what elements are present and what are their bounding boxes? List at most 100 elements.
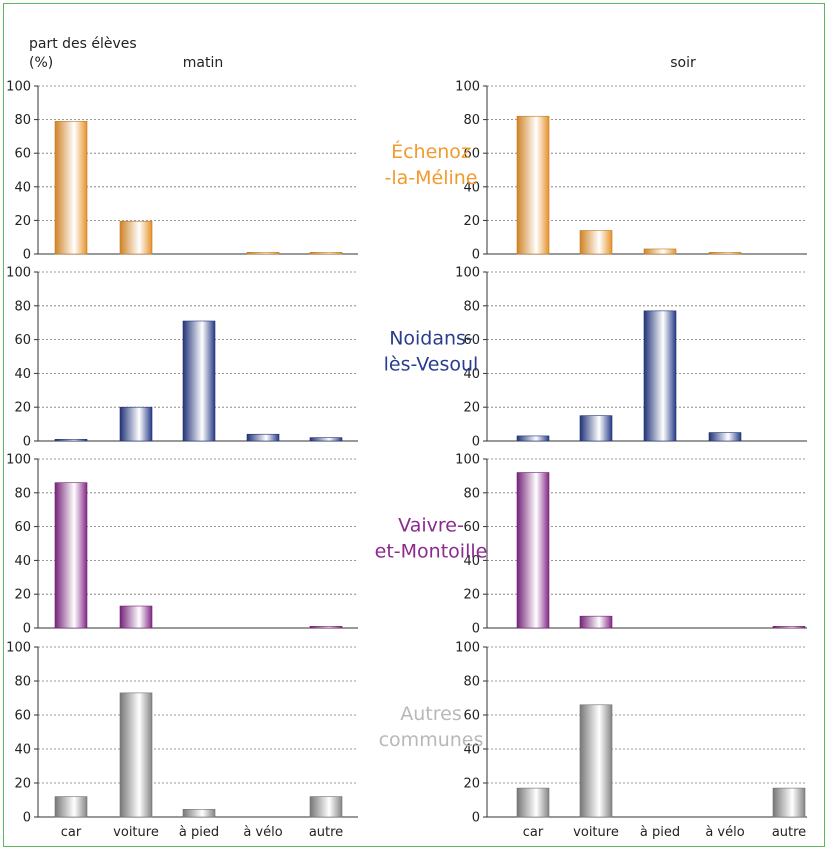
x-tick-label: à vélo bbox=[243, 825, 282, 840]
x-tick-label: à vélo bbox=[705, 825, 744, 840]
y-tick-label-40: 40 bbox=[14, 743, 31, 758]
y-tick-label-40: 40 bbox=[463, 743, 480, 758]
y-tick-label-100: 100 bbox=[6, 266, 31, 281]
y-tick-label-100: 100 bbox=[455, 641, 480, 656]
row-label-line2: -la-Méline bbox=[384, 167, 477, 189]
column-title-matin: matin bbox=[183, 55, 223, 71]
y-tick-label-80: 80 bbox=[463, 299, 480, 314]
y-tick-label-40: 40 bbox=[14, 367, 31, 382]
y-tick-label-60: 60 bbox=[14, 147, 31, 162]
chart-frame bbox=[3, 3, 825, 847]
y-tick-label-60: 60 bbox=[463, 709, 480, 724]
y-tick-label-0: 0 bbox=[472, 622, 480, 637]
y-tick-label-80: 80 bbox=[14, 299, 31, 314]
y-tick-label-0: 0 bbox=[23, 622, 31, 637]
y-tick-label-80: 80 bbox=[14, 113, 31, 128]
y-tick-label-60: 60 bbox=[14, 709, 31, 724]
y-tick-label-0: 0 bbox=[23, 435, 31, 450]
y-tick-label-80: 80 bbox=[14, 675, 31, 690]
x-tick-label: car bbox=[523, 825, 544, 840]
y-tick-label-20: 20 bbox=[463, 401, 480, 416]
row-label-line1: Noidans- bbox=[389, 328, 473, 350]
bar-soir-3-0 bbox=[516, 787, 550, 818]
row-label-line1: Autres bbox=[400, 703, 461, 725]
bar-matin-1-0 bbox=[54, 439, 88, 442]
row-label-line2: et-Montoille bbox=[375, 541, 488, 563]
y-tick-label-80: 80 bbox=[463, 113, 480, 128]
y-tick-label-40: 40 bbox=[463, 554, 480, 569]
bar-matin-1-2 bbox=[182, 320, 216, 442]
bar-matin-3-0 bbox=[54, 796, 88, 818]
y-tick-label-100: 100 bbox=[6, 453, 31, 468]
y-tick-label-60: 60 bbox=[463, 147, 480, 162]
bar-matin-0-3 bbox=[246, 252, 280, 255]
y-tick-label-20: 20 bbox=[14, 588, 31, 603]
y-tick-label-100: 100 bbox=[455, 80, 480, 95]
y-tick-label-0: 0 bbox=[472, 435, 480, 450]
bar-soir-0-2 bbox=[643, 248, 677, 255]
bar-soir-1-3 bbox=[708, 432, 742, 442]
bar-soir-1-0 bbox=[516, 435, 550, 442]
x-tick-label: à pied bbox=[179, 825, 219, 840]
bar-soir-2-4 bbox=[772, 626, 806, 629]
y-tick-label-0: 0 bbox=[472, 248, 480, 263]
y-tick-label-80: 80 bbox=[463, 675, 480, 690]
y-tick-label-0: 0 bbox=[23, 248, 31, 263]
x-tick-label: car bbox=[61, 825, 82, 840]
row-label-line1: Vaivre- bbox=[398, 515, 464, 537]
y-axis-title-line2: (%) bbox=[29, 55, 53, 71]
y-tick-label-20: 20 bbox=[14, 401, 31, 416]
bar-matin-1-4 bbox=[309, 437, 343, 442]
y-tick-label-0: 0 bbox=[23, 811, 31, 826]
y-tick-label-20: 20 bbox=[463, 588, 480, 603]
y-tick-label-60: 60 bbox=[463, 520, 480, 535]
row-label-line2: lès-Vesoul bbox=[384, 354, 479, 376]
y-tick-label-20: 20 bbox=[463, 214, 480, 229]
y-tick-label-20: 20 bbox=[14, 214, 31, 229]
y-tick-label-100: 100 bbox=[455, 266, 480, 281]
bar-matin-2-0 bbox=[54, 482, 88, 629]
y-tick-label-80: 80 bbox=[463, 486, 480, 501]
y-tick-label-0: 0 bbox=[472, 811, 480, 826]
y-tick-label-100: 100 bbox=[455, 453, 480, 468]
y-tick-label-40: 40 bbox=[14, 554, 31, 569]
bar-soir-0-1 bbox=[579, 230, 613, 255]
row-label-line1: Échenoz bbox=[391, 140, 471, 163]
bar-soir-0-3 bbox=[708, 252, 742, 255]
bar-matin-1-1 bbox=[119, 406, 153, 442]
bar-matin-3-4 bbox=[309, 796, 343, 818]
y-tick-label-40: 40 bbox=[14, 180, 31, 195]
bar-matin-0-1 bbox=[119, 220, 153, 255]
y-tick-label-100: 100 bbox=[6, 80, 31, 95]
bar-soir-3-1 bbox=[579, 704, 613, 818]
bar-matin-0-0 bbox=[54, 120, 88, 255]
bar-matin-2-1 bbox=[119, 605, 153, 629]
column-title-soir: soir bbox=[670, 55, 696, 71]
y-tick-label-20: 20 bbox=[14, 777, 31, 792]
bar-soir-2-1 bbox=[579, 615, 613, 629]
y-tick-label-60: 60 bbox=[463, 333, 480, 348]
y-tick-label-40: 40 bbox=[463, 367, 480, 382]
x-tick-label: à pied bbox=[640, 825, 680, 840]
x-tick-label: voiture bbox=[113, 825, 159, 840]
y-tick-label-20: 20 bbox=[463, 777, 480, 792]
y-tick-label-40: 40 bbox=[463, 180, 480, 195]
x-tick-label: autre bbox=[772, 825, 806, 840]
bar-soir-0-0 bbox=[516, 115, 550, 255]
bar-matin-2-4 bbox=[309, 626, 343, 629]
y-tick-label-60: 60 bbox=[14, 520, 31, 535]
x-tick-label: voiture bbox=[573, 825, 619, 840]
y-tick-label-100: 100 bbox=[6, 641, 31, 656]
y-axis-title-line1: part des élèves bbox=[29, 36, 137, 52]
row-label-line2: communes bbox=[379, 729, 484, 751]
bar-soir-3-4 bbox=[772, 787, 806, 818]
x-tick-label: autre bbox=[309, 825, 343, 840]
bar-matin-3-2 bbox=[182, 809, 216, 818]
bar-matin-0-4 bbox=[309, 252, 343, 255]
bar-matin-1-3 bbox=[246, 433, 280, 442]
y-tick-label-60: 60 bbox=[14, 333, 31, 348]
bar-soir-2-0 bbox=[516, 472, 550, 629]
bar-soir-1-2 bbox=[643, 310, 677, 442]
bar-soir-1-1 bbox=[579, 415, 613, 442]
